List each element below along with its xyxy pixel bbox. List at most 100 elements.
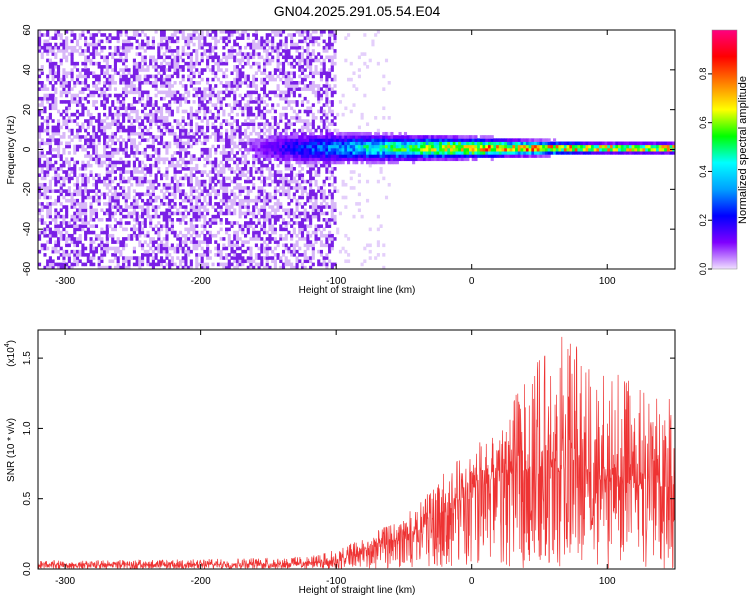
heatmap-cell [230, 224, 234, 228]
heatmap-cell [249, 84, 253, 88]
heatmap-cell [330, 211, 334, 216]
heatmap-cell [192, 141, 196, 146]
heatmap-cell [122, 227, 126, 232]
heatmap-cell [281, 55, 286, 60]
heatmap-cell [54, 160, 58, 165]
heatmap-cell [227, 39, 231, 44]
heatmap-cell [130, 176, 134, 181]
heatmap-cell [295, 259, 299, 264]
heatmap-cell [149, 131, 153, 136]
heatmap-cell [284, 221, 288, 225]
heatmap-cell [276, 208, 280, 213]
heatmap-cell [116, 249, 120, 254]
heatmap-cell [75, 122, 80, 126]
heatmap-cell [165, 249, 169, 254]
heatmap-cell [317, 151, 321, 155]
heatmap-cell [73, 253, 77, 257]
heatmap-cell [206, 119, 210, 123]
heatmap-cell [165, 55, 169, 60]
heatmap-cell [92, 80, 96, 85]
heatmap-cell [119, 205, 123, 209]
heatmap-cell [195, 198, 199, 203]
heatmap-cell [203, 138, 207, 142]
heatmap-cell [116, 125, 120, 130]
heatmap-cell [355, 131, 359, 136]
heatmap-cell [219, 218, 223, 222]
heatmap-cell [311, 36, 315, 40]
heatmap-cell [54, 224, 58, 228]
heatmap-cell [92, 211, 96, 216]
heatmap-cell [222, 243, 226, 248]
heatmap-cell [368, 141, 372, 146]
heatmap-cell [56, 147, 61, 152]
heatmap-cell [257, 42, 261, 47]
heatmap-cell [170, 39, 174, 44]
heatmap-cell [67, 141, 71, 146]
heatmap-cell [157, 233, 161, 238]
heatmap-cell [59, 189, 63, 193]
heatmap-cell [233, 208, 237, 213]
heatmap-cell [287, 157, 291, 162]
heatmap-cell [65, 36, 69, 40]
heatmap-cell [341, 141, 345, 146]
heatmap-cell [246, 61, 250, 66]
heatmap-cell [46, 74, 50, 79]
heatmap-cell [298, 237, 302, 241]
heatmap-cell [249, 211, 253, 216]
heatmap-cell [287, 189, 291, 193]
heatmap-cell [143, 138, 147, 142]
heatmap-cell [319, 71, 324, 76]
heatmap-cell [108, 77, 112, 82]
heatmap-cell [252, 186, 256, 190]
heatmap-cell [203, 262, 207, 267]
heatmap-cell [211, 58, 215, 63]
heatmap-cell [349, 144, 353, 149]
heatmap-cell [113, 192, 118, 197]
heatmap-cell [111, 141, 115, 146]
heatmap-cell [273, 131, 277, 136]
heatmap-cell [200, 211, 204, 216]
heatmap-cell [130, 144, 134, 149]
heatmap-cell [159, 116, 164, 120]
heatmap-cell [54, 30, 58, 34]
heatmap-cell [211, 116, 215, 120]
heatmap-cell [81, 160, 85, 165]
heatmap-cell [257, 176, 261, 181]
heatmap-cell [298, 65, 302, 69]
heatmap-cell [271, 249, 275, 254]
heatmap-cell [222, 157, 226, 162]
heatmap-cell [227, 195, 231, 200]
heatmap-cell [192, 211, 196, 216]
heatmap-cell [149, 179, 153, 184]
heatmap-cell [257, 112, 261, 117]
heatmap-cell [290, 157, 294, 162]
heatmap-cell [146, 262, 150, 267]
heatmap-cell [265, 262, 269, 267]
heatmap-cell [273, 208, 277, 213]
heatmap-cell [135, 151, 139, 155]
heatmap-cell [328, 157, 332, 162]
heatmap-cell [51, 176, 55, 181]
heatmap-cell [347, 160, 351, 165]
heatmap-cell [281, 135, 286, 139]
heatmap-cell [235, 195, 239, 200]
heatmap-cell [287, 182, 291, 187]
heatmap-cell [81, 87, 85, 91]
heatmap-cell [216, 192, 221, 197]
heatmap-cell [122, 68, 126, 72]
heatmap-cell [46, 233, 50, 238]
heatmap-cell [395, 138, 399, 142]
heatmap-cell [197, 106, 202, 111]
heatmap-cell [146, 192, 150, 197]
heatmap-cell [138, 141, 142, 146]
heatmap-cell [146, 80, 150, 85]
heatmap-cell [105, 249, 109, 254]
heatmap-cell [262, 230, 267, 235]
heatmap-cell [135, 74, 139, 79]
heatmap-cell [238, 93, 242, 98]
heatmap-cell [325, 141, 329, 146]
heatmap-cell [116, 240, 120, 244]
heatmap-cell [233, 249, 237, 254]
heatmap-cell [230, 71, 234, 76]
heatmap-cell [62, 119, 66, 123]
